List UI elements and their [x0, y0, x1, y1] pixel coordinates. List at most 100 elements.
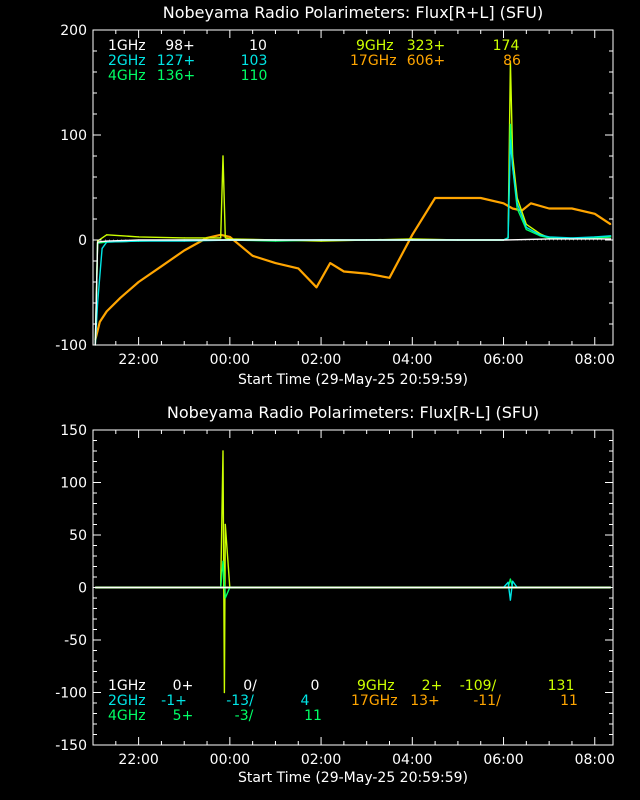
- data-point-17ghz: [411, 234, 413, 236]
- data-point-2ghz: [525, 226, 527, 228]
- y-tick-label: 50: [69, 528, 87, 544]
- data-point-17ghz: [160, 265, 162, 267]
- data-point-17ghz: [610, 223, 612, 225]
- data-point-2ghz: [594, 236, 596, 238]
- data-point-2ghz: [516, 202, 518, 204]
- data-point-17ghz: [343, 270, 345, 273]
- data-point-2ghz: [610, 235, 612, 237]
- series-line-17ghz: [94, 196, 612, 341]
- y-tick-label: -100: [55, 338, 87, 354]
- data-point-9ghz: [509, 60, 511, 63]
- legend-value-1ghz: 0+: [173, 678, 194, 694]
- data-point-17ghz: [315, 286, 318, 288]
- y-tick-label: 200: [60, 23, 87, 39]
- data-point-2ghz: [571, 237, 573, 239]
- panel-r-plus-l: Nobeyama Radio Polarimeters: Flux[R+L] (…: [55, 3, 615, 388]
- legend-freq-17ghz: 17GHz: [350, 53, 397, 69]
- legend-value-2ghz: 127+: [157, 53, 195, 69]
- legend-freq-17ghz: 17GHz: [351, 693, 398, 709]
- data-point-2ghz: [511, 165, 514, 168]
- data-point-17ghz: [297, 267, 299, 269]
- data-point-2ghz: [138, 240, 140, 242]
- panel-r-minus-l: Nobeyama Radio Polarimeters: Flux[R-L] (…: [55, 403, 615, 786]
- x-tick-label: 00:00: [210, 352, 250, 368]
- y-tick-label: 0: [78, 581, 87, 597]
- data-point-1ghz: [610, 238, 612, 240]
- data-point-17ghz: [548, 207, 550, 210]
- x-tick-label: 08:00: [575, 752, 615, 768]
- data-point-17ghz: [106, 310, 108, 312]
- data-point-1ghz: [594, 238, 596, 240]
- legend-value-4ghz: -3/: [235, 708, 254, 724]
- data-point-9ghz: [224, 523, 226, 526]
- legend-value-4ghz: 11: [304, 708, 322, 724]
- legend-freq-9ghz: 9GHz: [357, 678, 395, 694]
- data-point-17ghz: [329, 262, 331, 264]
- data-point-17ghz: [183, 249, 185, 252]
- plot-frame: [92, 29, 614, 346]
- x-tick-label: 02:00: [301, 752, 341, 768]
- legend-freq-1ghz: 1GHz: [108, 38, 146, 54]
- legend-value-1ghz: 0/: [243, 678, 257, 694]
- x-axis-label: Start Time (29-May-25 20:59:59): [238, 770, 468, 786]
- data-point-17ghz: [594, 213, 596, 215]
- x-tick-label: 06:00: [483, 352, 523, 368]
- data-point-2ghz: [511, 580, 514, 582]
- data-point-17ghz: [530, 202, 532, 204]
- data-point-4ghz: [525, 228, 527, 231]
- legend-value-9ghz: 174: [493, 38, 520, 54]
- data-point-17ghz: [366, 273, 368, 275]
- data-point-4ghz: [222, 560, 224, 562]
- data-point-9ghz: [222, 450, 224, 452]
- data-point-17ghz: [571, 207, 573, 210]
- data-point-2ghz: [507, 237, 509, 239]
- legend-value-9ghz: 323+: [407, 38, 445, 54]
- legend-value-1ghz: 98+: [165, 38, 195, 54]
- legend-value-2ghz: -1+: [161, 693, 187, 709]
- legend-freq-4ghz: 4GHz: [108, 68, 146, 84]
- data-point-17ghz: [388, 277, 391, 279]
- legend-value-17ghz: 86: [503, 53, 521, 69]
- data-point-4ghz: [509, 578, 511, 580]
- data-point-2ghz: [101, 247, 103, 249]
- data-point-2ghz: [548, 236, 550, 238]
- y-tick-label: 0: [78, 233, 87, 249]
- data-point-2ghz: [97, 302, 99, 304]
- legend-freq-2ghz: 2GHz: [108, 53, 146, 69]
- legend-value-2ghz: -13/: [226, 693, 254, 709]
- legend-freq-1ghz: 1GHz: [108, 678, 146, 694]
- data-point-9ghz: [320, 240, 322, 242]
- data-point-1ghz: [502, 239, 505, 241]
- data-point-1ghz: [548, 238, 550, 240]
- data-point-17ghz: [274, 262, 277, 264]
- data-point-2ghz: [507, 581, 509, 583]
- data-point-9ghz: [229, 238, 231, 240]
- data-point-2ghz: [509, 139, 511, 141]
- legend-value-17ghz: -11/: [473, 693, 501, 709]
- data-point-9ghz: [138, 236, 140, 238]
- legend-freq-2ghz: 2GHz: [108, 693, 146, 709]
- data-point-17ghz: [99, 321, 101, 323]
- x-tick-label: 04:00: [392, 352, 432, 368]
- x-tick-label: 22:00: [118, 352, 158, 368]
- legend-value-17ghz: 11: [560, 693, 578, 709]
- x-tick-label: 02:00: [301, 352, 341, 368]
- legend-value-2ghz: 103: [241, 53, 268, 69]
- y-tick-label: -150: [55, 738, 87, 754]
- legend-value-9ghz: 131: [548, 678, 575, 694]
- legend-value-1ghz: 0: [311, 678, 320, 694]
- data-point-17ghz: [480, 197, 482, 199]
- x-tick-label: 08:00: [575, 352, 615, 368]
- legend-value-17ghz: 13+: [410, 693, 440, 709]
- data-point-9ghz: [220, 237, 222, 239]
- data-point-4ghz: [224, 597, 226, 599]
- x-tick-label: 00:00: [210, 752, 250, 768]
- x-tick-label: 06:00: [483, 752, 523, 768]
- legend-value-4ghz: 110: [241, 68, 268, 84]
- data-point-17ghz: [511, 207, 514, 210]
- data-point-9ghz: [223, 691, 225, 694]
- data-point-4ghz: [516, 207, 518, 210]
- data-point-17ghz: [252, 255, 254, 257]
- data-point-9ghz: [222, 155, 224, 157]
